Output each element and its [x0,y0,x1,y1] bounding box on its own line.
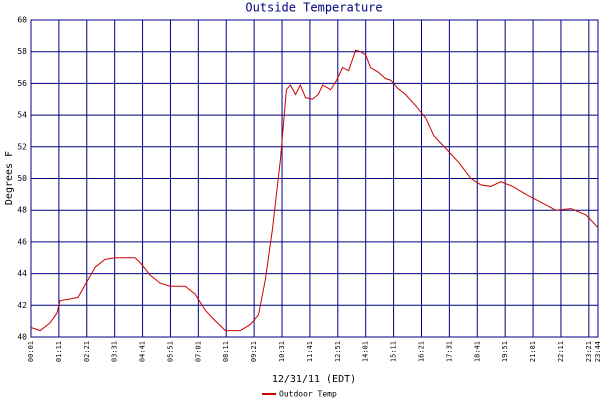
x-tick-label: 14:01 [362,341,370,362]
x-tick-label: 07:01 [194,341,202,362]
x-tick-label: 22:11 [557,341,565,362]
x-tick-label: 01:11 [55,341,63,362]
y-tick-label: 60 [17,16,27,25]
y-tick-label: 48 [17,206,27,215]
y-tick-label: 46 [17,237,27,246]
y-tick-label: 52 [17,142,27,151]
y-tick-label: 40 [17,333,27,342]
x-tick-label: 15:11 [390,341,398,362]
x-axis-label: 12/31/11 (EDT) [272,374,356,385]
y-tick-label: 42 [17,301,27,310]
x-tick-label: 03:31 [111,341,119,362]
x-tick-label: 02:21 [83,341,91,362]
x-tick-label: 21:01 [529,341,537,362]
x-tick-label: 05:51 [166,341,174,362]
x-tick-label: 17:31 [445,341,453,362]
data-line [30,49,599,332]
y-tick-label: 56 [17,79,27,88]
x-tick-label: 10:31 [278,341,286,362]
x-tick-label: 11:41 [306,341,314,362]
y-tick-label: 50 [17,174,27,183]
x-tick-label: 00:01 [27,341,35,362]
legend-label: Outdoor Temp [279,390,337,399]
x-tick-label: 19:51 [501,341,509,362]
x-tick-label: 09:21 [250,341,258,362]
x-tick-label: 04:41 [139,341,147,362]
y-axis-label: Degrees F [4,151,15,205]
chart-title: Outside Temperature [245,1,382,15]
y-tick-label: 44 [17,269,27,278]
x-tick-label: 16:21 [417,341,425,362]
y-tick-label: 54 [17,111,27,120]
x-tick-label: 23:44 [594,341,600,362]
y-tick-label: 58 [17,47,27,56]
x-tick-label: 12:51 [334,341,342,362]
x-tick-label: 18:41 [473,341,481,362]
x-tick-label: 08:11 [222,341,230,362]
x-tick-label: 23:21 [585,341,593,362]
